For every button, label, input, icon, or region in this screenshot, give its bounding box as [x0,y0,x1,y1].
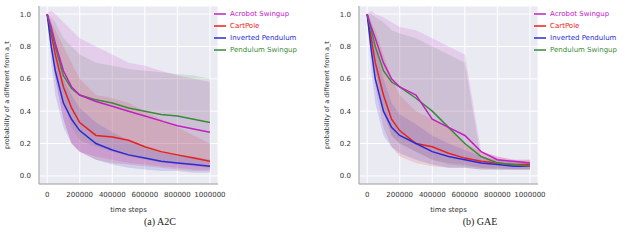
svg-text:400000: 400000 [99,191,126,199]
svg-text:600000: 600000 [451,191,478,199]
html-text:Inverted Pendulum: Inverted Pendulum [550,33,617,42]
html-text:(b) GAE: (b) GAE [462,216,498,227]
html-text:Pendulum Swingup: Pendulum Swingup [550,45,617,54]
html-text:Acrobot Swingup: Acrobot Swingup [230,9,290,18]
svg-text:time steps: time steps [430,206,467,214]
svg-text:0.6: 0.6 [340,75,352,83]
html-text:Acrobot Swingup: Acrobot Swingup [550,9,610,18]
svg-text:400000: 400000 [419,191,446,199]
svg-text:600000: 600000 [131,191,158,199]
html-text:Inverted Pendulum: Inverted Pendulum [230,33,297,42]
svg-text:0: 0 [45,191,49,199]
svg-text:0: 0 [365,191,369,199]
svg-text:0.2: 0.2 [340,140,351,148]
svg-text:0.0: 0.0 [340,172,351,180]
svg-text:probability of a different fro: probability of a different from a_t [8,41,11,149]
svg-text:1000000: 1000000 [514,191,545,199]
svg-text:800000: 800000 [484,191,511,199]
svg-text:0.8: 0.8 [20,43,31,51]
svg-text:time steps: time steps [110,206,147,214]
html-text:(a) A2C: (a) A2C [144,216,176,227]
svg-text:0.8: 0.8 [340,43,351,51]
html-text:CartPole: CartPole [550,21,580,30]
svg-text:200000: 200000 [386,191,413,199]
html-text:Pendulum Swingup: Pendulum Swingup [230,45,297,54]
svg-text:800000: 800000 [164,191,191,199]
svg-text:0.4: 0.4 [20,108,32,116]
svg-text:0.2: 0.2 [20,140,31,148]
html-text:CartPole: CartPole [230,21,260,30]
svg-text:0.4: 0.4 [340,108,352,116]
svg-text:0.6: 0.6 [20,75,32,83]
svg-text:probability of a different fro: probability of a different from a_t [323,41,331,149]
svg-text:1.0: 1.0 [20,11,31,19]
svg-text:200000: 200000 [66,191,93,199]
svg-text:1000000: 1000000 [194,191,225,199]
svg-text:0.0: 0.0 [20,172,31,180]
svg-text:1.0: 1.0 [340,11,351,19]
